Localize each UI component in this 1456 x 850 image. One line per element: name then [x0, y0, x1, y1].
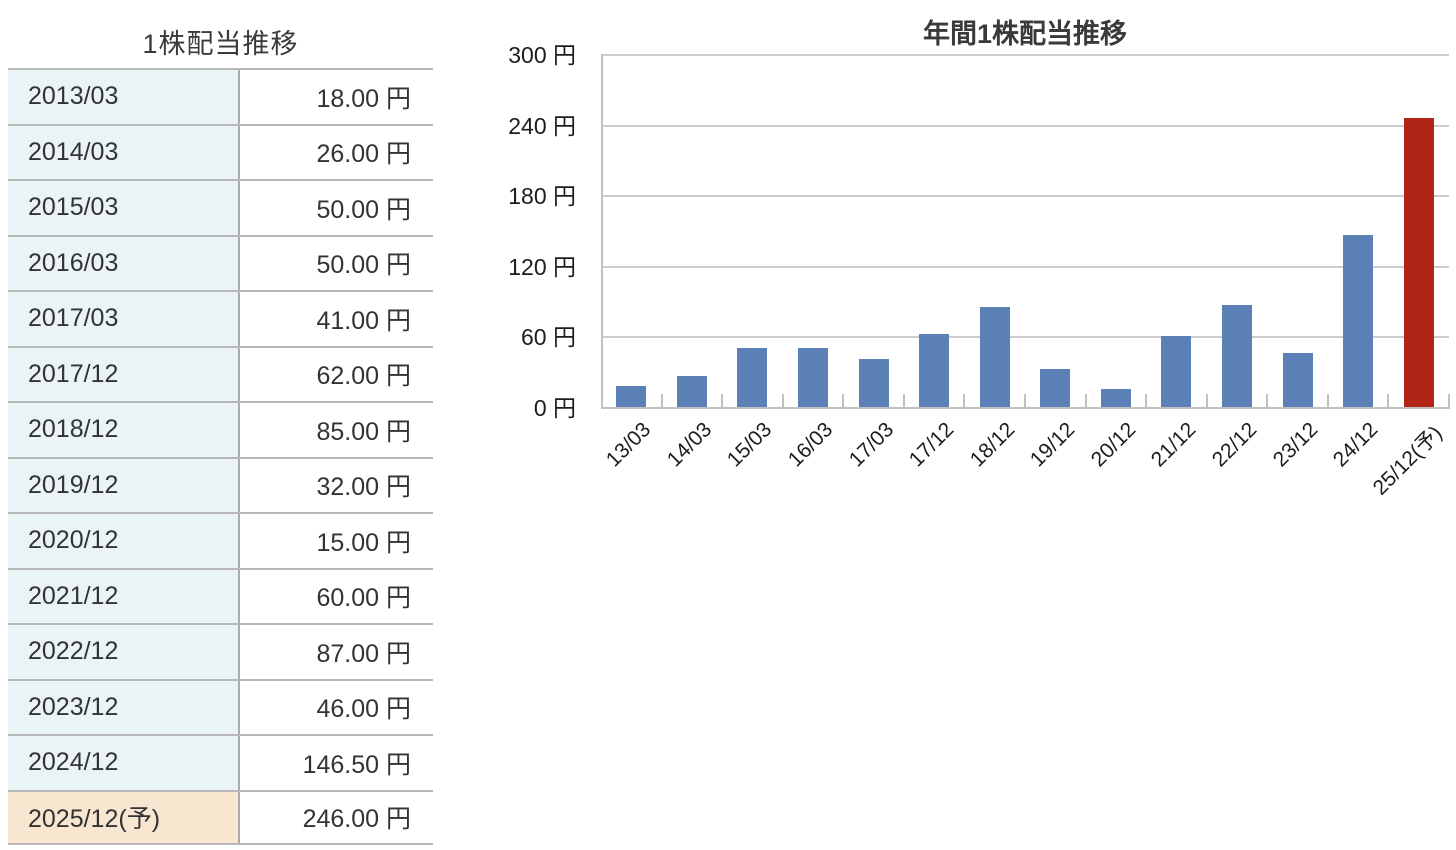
axis-tick — [1206, 394, 1208, 409]
value-cell: 60.00 円 — [240, 569, 433, 623]
axis-tick — [1327, 394, 1329, 409]
bar-17/12 — [919, 334, 949, 407]
table-row: 2024/12 146.50 円 — [8, 734, 433, 790]
table-row: 2017/12 62.00 円 — [8, 345, 433, 401]
period-cell: 2013/03 — [8, 70, 240, 124]
bar-25/12(予) — [1404, 118, 1434, 407]
bar-18/12 — [980, 307, 1010, 407]
bar-20/12 — [1101, 389, 1131, 407]
axis-tick — [1387, 394, 1389, 409]
value-cell: 46.00 円 — [240, 680, 433, 734]
period-cell: 2021/12 — [8, 569, 240, 623]
value-cell: 246.00 円 — [240, 791, 433, 843]
bar-14/03 — [677, 376, 707, 407]
value-cell: 41.00 円 — [240, 292, 433, 346]
table-row: 2025/12(予) 246.00 円 — [8, 789, 433, 845]
value-cell: 50.00 円 — [240, 236, 433, 290]
gridline — [601, 125, 1449, 127]
bar-23/12 — [1283, 353, 1313, 407]
y-axis-labels: 0 円 60 円 120 円 180 円 240 円 300 円 — [476, 42, 576, 421]
y-tick-label: 240 円 — [508, 113, 576, 139]
period-cell: 2020/12 — [8, 514, 240, 568]
period-cell: 2019/12 — [8, 458, 240, 512]
bar-17/03 — [859, 359, 889, 407]
period-cell: 2015/03 — [8, 181, 240, 235]
bar-13/03 — [616, 386, 646, 407]
value-cell: 18.00 円 — [240, 70, 433, 124]
bar-19/12 — [1040, 369, 1070, 407]
axis-tick — [903, 394, 905, 409]
y-tick-label: 300 円 — [508, 42, 576, 68]
value-cell: 26.00 円 — [240, 125, 433, 179]
bar-16/03 — [798, 348, 828, 407]
y-axis-line — [601, 54, 603, 409]
period-cell: 2018/12 — [8, 403, 240, 457]
period-cell: 2023/12 — [8, 680, 240, 734]
table-row: 2019/12 32.00 円 — [8, 456, 433, 512]
axis-tick — [1266, 394, 1268, 409]
gridline — [601, 195, 1449, 197]
dividend-table: 2013/03 18.00 円 2014/03 26.00 円 2015/03 50.00… — [8, 68, 433, 845]
value-cell: 62.00 円 — [240, 347, 433, 401]
table-row: 2013/03 18.00 円 — [8, 68, 433, 124]
value-cell: 146.50 円 — [240, 736, 433, 790]
value-cell: 87.00 円 — [240, 625, 433, 679]
axis-tick — [1024, 394, 1026, 409]
axis-tick — [1145, 394, 1147, 409]
y-tick-label: 60 円 — [521, 324, 576, 350]
bar-21/12 — [1161, 336, 1191, 407]
y-tick-label: 0 円 — [533, 395, 576, 421]
table-row: 2021/12 60.00 円 — [8, 567, 433, 623]
bar-15/03 — [737, 348, 767, 407]
table-row: 2022/12 87.00 円 — [8, 623, 433, 679]
bar-24/12 — [1343, 235, 1373, 407]
period-cell: 2024/12 — [8, 736, 240, 790]
table-row: 2023/12 46.00 円 — [8, 678, 433, 734]
gridline — [601, 336, 1449, 338]
axis-tick — [963, 394, 965, 409]
value-cell: 85.00 円 — [240, 403, 433, 457]
table-row: 2015/03 50.00 円 — [8, 179, 433, 235]
axis-tick — [1448, 394, 1450, 409]
gridline — [601, 266, 1449, 268]
y-tick-label: 180 円 — [508, 183, 576, 209]
period-cell: 2016/03 — [8, 236, 240, 290]
axis-tick — [661, 394, 663, 409]
gridline — [601, 54, 1449, 56]
axis-tick — [1085, 394, 1087, 409]
value-cell: 32.00 円 — [240, 458, 433, 512]
bar-22/12 — [1222, 305, 1252, 407]
axis-tick — [721, 394, 723, 409]
table-title: 1株配当推移 — [142, 29, 299, 59]
period-cell: 2017/12 — [8, 347, 240, 401]
table-row: 2017/03 41.00 円 — [8, 290, 433, 346]
period-cell: 2025/12(予) — [8, 791, 240, 843]
table-row: 2014/03 26.00 円 — [8, 123, 433, 179]
period-cell: 2022/12 — [8, 625, 240, 679]
table-row: 2016/03 50.00 円 — [8, 234, 433, 290]
table-row: 2018/12 85.00 円 — [8, 401, 433, 457]
chart-title: 年間1株配当推移 — [922, 19, 1128, 49]
period-cell: 2014/03 — [8, 125, 240, 179]
axis-tick — [842, 394, 844, 409]
y-tick-label: 120 円 — [508, 254, 576, 280]
value-cell: 50.00 円 — [240, 181, 433, 235]
period-cell: 2017/03 — [8, 292, 240, 346]
plot-area: 13/03 14/03 15/03 16/03 17/03 17/12 18/12 19/12… — [601, 54, 1450, 500]
table-row: 2020/12 15.00 円 — [8, 512, 433, 568]
axis-tick — [782, 394, 784, 409]
value-cell: 15.00 円 — [240, 514, 433, 568]
